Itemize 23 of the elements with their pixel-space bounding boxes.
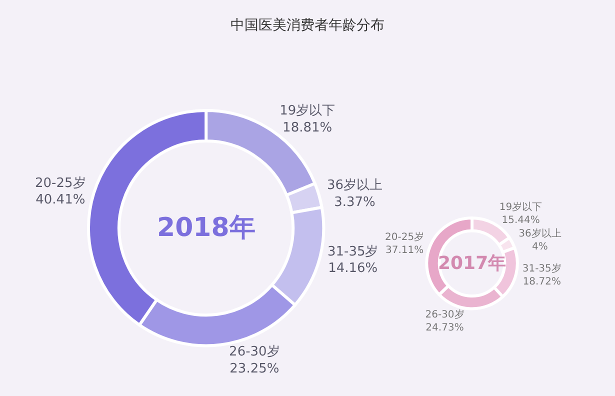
slice-label: 19岁以下: [280, 103, 336, 118]
slice-label: 20-25岁: [35, 176, 86, 191]
text: 2018年: [157, 213, 256, 243]
slice-label: 31-35岁: [522, 262, 562, 274]
slice-label: 26-30岁: [425, 308, 464, 321]
data-label: 15.44%: [502, 214, 540, 226]
data-label: 3.37%: [334, 194, 376, 210]
data-label: 40.41%: [36, 192, 86, 208]
data-label: 4%: [532, 242, 548, 252]
data-label: 18.81%: [282, 120, 332, 136]
slice-label: 36岁以上: [518, 228, 562, 240]
data-label: 24.73%: [426, 322, 464, 334]
slice-label: 36岁以上: [326, 178, 383, 194]
slice-label: 26-30岁: [229, 344, 280, 360]
slice-label: 19岁以下: [499, 200, 542, 213]
chart-title: 中国医美消费者年龄分布: [230, 18, 384, 34]
slice-label: 31-35岁: [327, 244, 378, 260]
data-label: 14.16%: [328, 261, 378, 276]
data-label: 37.11%: [385, 245, 424, 256]
data-label: 18.72%: [522, 276, 561, 288]
text: 2017年: [438, 253, 506, 274]
slice-label: 20-25岁: [385, 231, 424, 244]
data-label: 23.25%: [230, 361, 280, 376]
